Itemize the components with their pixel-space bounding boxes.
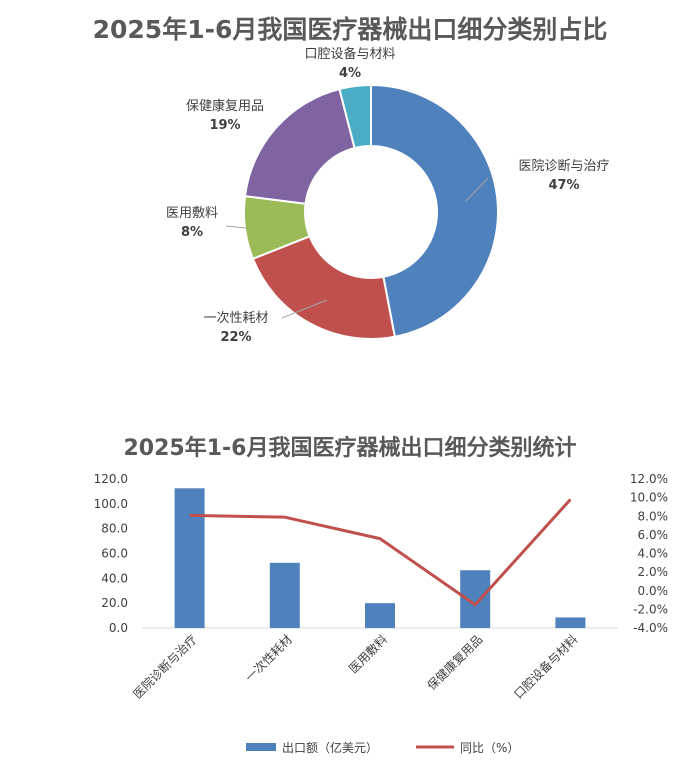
combo-chart-title: 2025年1-6月我国医疗器械出口细分类别统计 [123,436,577,461]
slice-label: 口腔设备与材料 [304,46,395,62]
bar [269,562,300,628]
legend-bar-swatch [246,743,276,751]
y-right-tick-label: 10.0% [630,491,668,505]
y-left-tick-label: 40.0 [101,571,128,585]
x-category-label: 医用敷料 [346,632,391,677]
slice-label: 一次性耗材 [203,310,268,326]
slice-label: 保健康复用品 [186,98,264,114]
donut-chart: 医院诊断与治疗 47% 一次性耗材 22% 医用敷料 8% 保健康复用品 19% 口腔设备与材料… [166,46,610,345]
leader-line [225,225,247,229]
bar [365,603,395,628]
x-category-label: 医院诊断与治疗 [130,632,200,702]
y-right-tick-label: 0.0% [638,584,669,598]
x-category-label: 一次性耗材 [243,632,295,684]
bar [555,617,586,628]
slice-percent-label: 4% [339,66,361,81]
y-left-tick-label: 100.0 [94,497,128,511]
x-category-label: 口腔设备与材料 [511,632,581,702]
y-left-tick-label: 0.0 [109,621,128,635]
leader-line [465,177,489,202]
y-right-tick-label: -2.0% [633,602,668,616]
y-left-tick-label: 80.0 [101,522,128,536]
slice-percent-label: 22% [220,330,251,345]
slice-label: 医院诊断与治疗 [518,159,609,174]
bar [460,570,491,628]
y-right-tick-label: -4.0% [633,621,668,635]
legend-bar-label: 出口额（亿美元） [282,740,378,755]
bar [174,488,205,628]
slice-percent-label: 8% [181,225,203,240]
y-left-tick-label: 120.0 [94,472,128,486]
slice-percent-label: 47% [548,178,579,193]
donut-chart-title: 2025年1-6月我国医疗器械出口细分类别占比 [92,15,608,44]
donut-slice [243,87,356,205]
y-left-tick-label: 20.0 [101,596,128,610]
y-left-tick-label: 60.0 [101,547,128,561]
slice-percent-label: 19% [209,118,240,133]
donut-slice [251,234,396,340]
line-series [189,498,572,607]
legend-line-label: 同比（%） [460,741,519,755]
donut-slice [338,83,372,150]
leader-line [281,299,328,319]
x-category-label: 保健康复用品 [424,632,486,694]
y-right-tick-label: 4.0% [638,547,669,561]
donut-slice [370,83,499,338]
y-right-tick-label: 6.0% [638,528,669,542]
slice-label: 医用敷料 [166,206,218,221]
y-right-tick-label: 8.0% [638,509,669,523]
y-right-tick-label: 2.0% [638,565,669,579]
y-right-tick-label: 12.0% [630,472,668,486]
